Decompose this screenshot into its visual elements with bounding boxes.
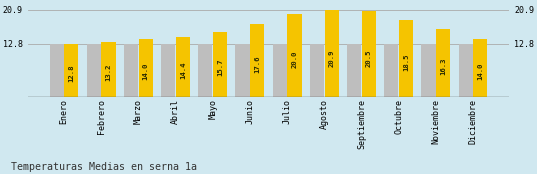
Bar [87,44,101,97]
Bar [473,39,488,97]
Bar [422,44,436,97]
Bar [436,29,450,97]
Text: 15.7: 15.7 [217,59,223,76]
Bar [362,11,376,97]
Bar [459,44,473,97]
Text: 20.0: 20.0 [292,51,297,68]
Bar [161,44,175,97]
Bar [273,44,287,97]
Text: 14.0: 14.0 [477,62,483,80]
Text: Temperaturas Medias en serna 1a: Temperaturas Medias en serna 1a [11,162,197,172]
Text: 20.5: 20.5 [366,50,372,67]
Bar [139,39,153,97]
Text: 17.6: 17.6 [254,55,260,73]
Bar [198,44,213,97]
Bar [101,42,115,97]
Bar [236,44,250,97]
Bar [347,44,361,97]
Bar [310,44,324,97]
Text: 13.2: 13.2 [105,64,112,81]
Text: 14.0: 14.0 [143,62,149,80]
Text: 12.8: 12.8 [68,64,74,82]
Text: 20.9: 20.9 [329,49,335,67]
Bar [124,44,138,97]
Bar [324,10,339,97]
Bar [64,44,78,97]
Text: 16.3: 16.3 [440,58,446,75]
Bar [176,37,190,97]
Text: 18.5: 18.5 [403,54,409,71]
Bar [399,20,413,97]
Bar [287,14,301,97]
Bar [49,44,64,97]
Bar [213,31,227,97]
Bar [384,44,398,97]
Text: 14.4: 14.4 [180,61,186,79]
Bar [250,24,264,97]
